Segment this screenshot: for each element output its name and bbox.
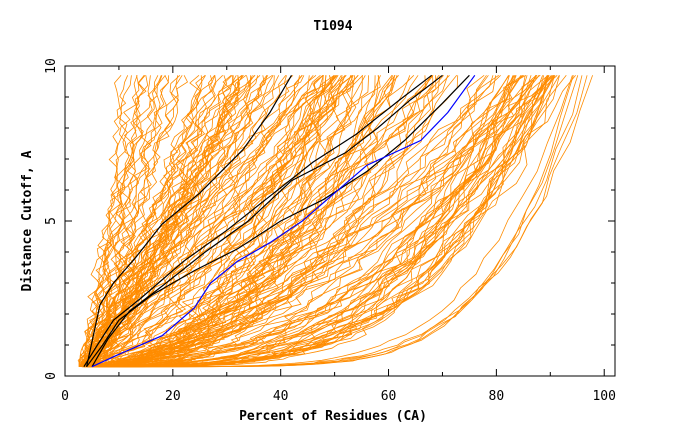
- orange-curve: [81, 75, 314, 368]
- orange-curve: [84, 75, 145, 367]
- orange-curve: [84, 75, 324, 368]
- axis-ticks: 0 20 40 60 80 100 0 5 10: [44, 58, 616, 404]
- orange-curve: [92, 75, 266, 368]
- orange-curve: [87, 75, 327, 367]
- orange-curve: [99, 75, 489, 368]
- orange-curve: [92, 75, 426, 368]
- orange-curve: [84, 75, 129, 367]
- orange-curve: [89, 75, 213, 367]
- highlighted-curves: [83, 74, 476, 368]
- chart-title: T1094: [313, 19, 352, 34]
- orange-curve: [87, 75, 343, 368]
- orange-curve: [91, 75, 354, 367]
- y-tick-label: 5: [44, 217, 59, 225]
- orange-curve: [90, 75, 233, 367]
- highlight-series-3: [86, 74, 470, 368]
- x-tick-label: 0: [61, 389, 69, 404]
- orange-curve: [82, 75, 415, 367]
- orange-curve: [100, 75, 411, 368]
- highlight-series-5: [91, 74, 476, 368]
- orange-curve: [92, 75, 170, 367]
- y-axis-label: Distance Cutoff, A: [20, 150, 35, 291]
- orange-curve: [82, 75, 342, 368]
- orange-curve: [101, 74, 541, 368]
- orange-curve: [91, 75, 334, 368]
- orange-curve: [88, 75, 444, 368]
- orange-curve: [87, 74, 321, 367]
- x-tick-label: 100: [592, 389, 615, 404]
- orange-curve: [96, 75, 532, 368]
- orange-curve: [94, 75, 356, 368]
- orange-curve: [89, 75, 274, 367]
- orange-curve: [79, 75, 359, 367]
- orange-curve: [106, 75, 516, 368]
- orange-curve: [84, 75, 303, 368]
- orange-curve: [84, 75, 140, 367]
- orange-curve: [100, 75, 588, 368]
- orange-curve: [93, 75, 217, 368]
- orange-curve: [94, 74, 527, 368]
- orange-curve: [93, 75, 509, 368]
- orange-curve-bundle: [77, 74, 593, 368]
- y-tick-label: 0: [44, 372, 59, 380]
- x-tick-label: 20: [165, 389, 181, 404]
- y-tick-label: 10: [44, 58, 59, 74]
- x-tick-label: 80: [489, 389, 505, 404]
- orange-curve: [89, 75, 275, 368]
- highlight-series-2: [83, 74, 433, 368]
- orange-curve: [87, 74, 201, 367]
- x-axis-label: Percent of Residues (CA): [239, 409, 427, 424]
- orange-curve: [79, 75, 149, 368]
- orange-curve: [82, 75, 203, 368]
- orange-curve: [93, 75, 537, 368]
- orange-curve: [79, 75, 159, 367]
- orange-curve: [89, 75, 324, 368]
- orange-curve: [88, 75, 123, 367]
- orange-curve: [101, 75, 510, 368]
- orange-curve: [94, 75, 548, 368]
- highlight-series-4: [91, 74, 443, 367]
- x-tick-label: 60: [381, 389, 397, 404]
- orange-curve: [90, 75, 228, 367]
- x-tick-label: 40: [273, 389, 289, 404]
- orange-curve: [83, 75, 432, 368]
- highlight-series-1: [86, 74, 293, 367]
- orange-curve: [90, 75, 335, 368]
- orange-curve: [89, 75, 189, 367]
- orange-curve: [99, 75, 352, 368]
- orange-curve: [78, 75, 237, 367]
- orange-curve: [82, 74, 346, 368]
